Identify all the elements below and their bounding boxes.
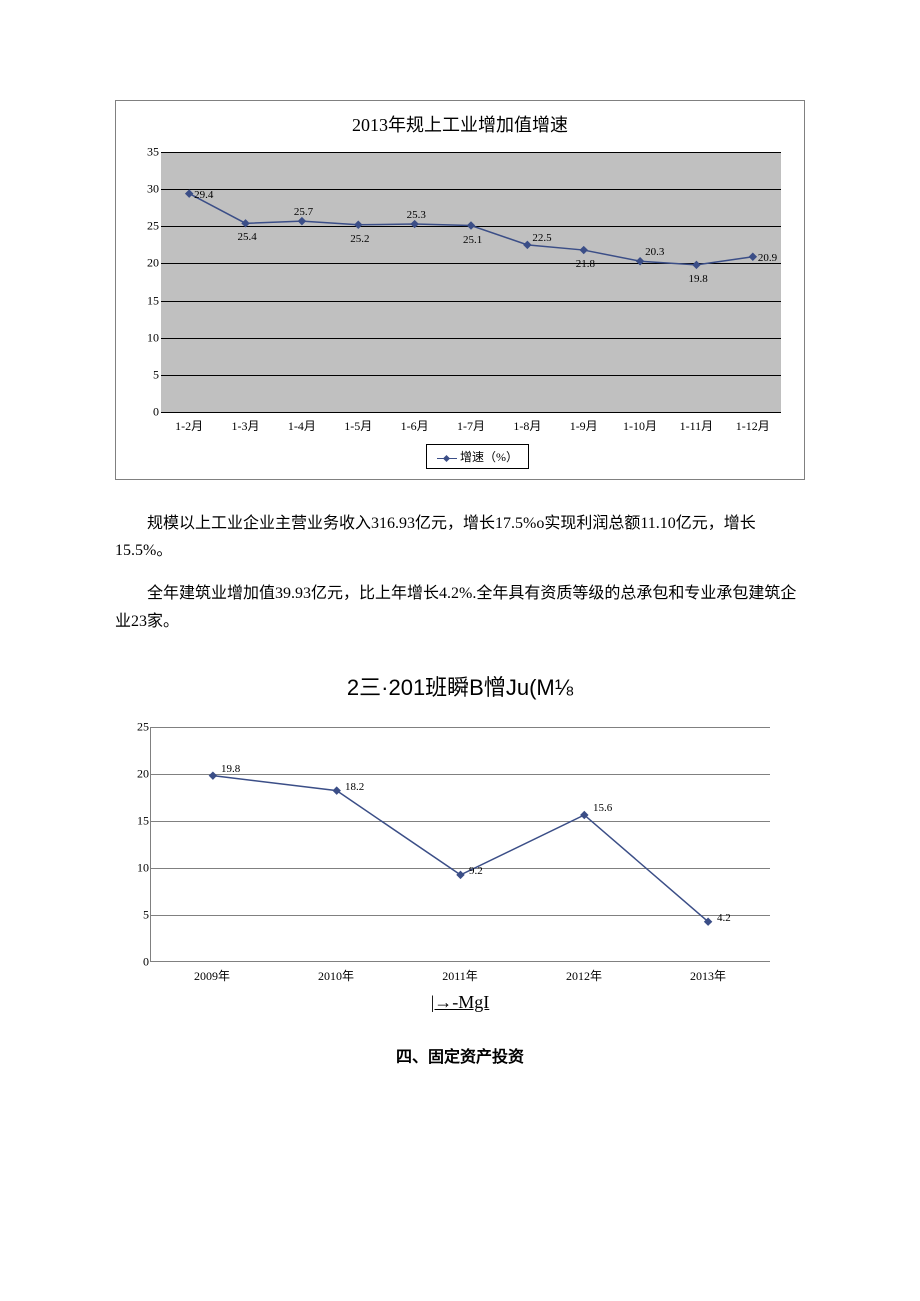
data-point-label: 25.2 <box>350 233 369 245</box>
x-tick-label: 1-4月 <box>274 417 330 434</box>
y-tick-label: 5 <box>131 367 159 382</box>
data-point-label: 19.8 <box>688 273 707 285</box>
chart2-container: 0510152025 19.818.29.215.64.2 2009年2010年… <box>115 727 805 984</box>
y-tick-label: 10 <box>131 330 159 345</box>
y-tick-label: 25 <box>131 219 159 234</box>
x-tick-label: 1-10月 <box>612 417 668 434</box>
x-tick-label: 2011年 <box>398 967 522 984</box>
paragraph-2: 全年建筑业增加值39.93亿元，比上年增长4.2%.全年具有资质等级的总承包和专… <box>115 580 805 634</box>
y-tick-label: 20 <box>121 766 149 781</box>
section-heading: 四、固定资产投资 <box>115 1043 805 1067</box>
y-tick-label: 30 <box>131 182 159 197</box>
x-tick-label: 1-5月 <box>330 417 386 434</box>
x-tick-label: 2012年 <box>522 967 646 984</box>
chart2-line-svg <box>151 727 770 961</box>
data-point-label: 4.2 <box>717 912 731 924</box>
data-point-label: 25.1 <box>463 234 482 246</box>
chart1-y-axis: 05101520253035 <box>131 152 159 412</box>
x-tick-label: 1-7月 <box>443 417 499 434</box>
paragraph-1: 规模以上工业企业主营业务收入316.93亿元，增长17.5%o实现利润总额11.… <box>115 510 805 564</box>
x-tick-label: 2010年 <box>274 967 398 984</box>
data-point-label: 9.2 <box>469 865 483 877</box>
chart1-legend: 增速（%） <box>426 444 529 469</box>
data-point-label: 25.7 <box>294 206 313 218</box>
gridline <box>161 412 781 413</box>
x-tick-label: 1-6月 <box>386 417 442 434</box>
y-tick-label: 15 <box>121 813 149 828</box>
chart1-container: 2013年规上工业增加值增速 0 5 10 15 20 25 30 35 29.4 25.4 25… <box>115 100 805 480</box>
data-point-label: 20.3 <box>645 246 664 258</box>
chart2-legend-label: |→-MgI <box>115 992 805 1013</box>
chart1-title: 2013年规上工业增加值增速 <box>126 111 794 137</box>
data-point-label: 29.4 <box>194 189 213 201</box>
y-tick-label: 25 <box>121 719 149 734</box>
x-tick-label: 1-8月 <box>499 417 555 434</box>
y-tick-label: 20 <box>131 256 159 271</box>
y-tick-label: 5 <box>121 907 149 922</box>
data-point-label: 22.5 <box>532 232 551 244</box>
y-tick-label: 0 <box>131 405 159 420</box>
x-tick-label: 2013年 <box>646 967 770 984</box>
y-tick-label: 35 <box>131 145 159 160</box>
y-tick-label: 10 <box>121 860 149 875</box>
y-tick-label: 0 <box>121 954 149 969</box>
data-point-label: 19.8 <box>221 763 240 775</box>
chart2-x-axis: 2009年2010年2011年2012年2013年 <box>150 967 770 984</box>
x-tick-label: 1-2月 <box>161 417 217 434</box>
chart2-title: 2三·201班瞬B憎Ju(M⅛ <box>115 670 805 702</box>
chart1-legend-marker <box>437 458 457 459</box>
chart1-plot-area: 05101520253035 29.425.425.725.225.325.12… <box>161 152 781 412</box>
chart2-y-axis: 0510152025 <box>121 727 149 961</box>
data-point-label: 18.2 <box>345 781 364 793</box>
x-tick-label: 1-3月 <box>217 417 273 434</box>
data-point-label: 21.8 <box>576 258 595 270</box>
data-point-label: 25.3 <box>407 209 426 221</box>
data-point-label: 25.4 <box>238 231 257 243</box>
chart2-plot-area: 0510152025 19.818.29.215.64.2 <box>150 727 770 962</box>
data-point-label: 15.6 <box>593 802 612 814</box>
chart1-legend-label: 增速（%） <box>460 450 518 464</box>
data-point-label: 20.9 <box>758 252 777 264</box>
y-tick-label: 15 <box>131 293 159 308</box>
chart1-x-axis: 1-2月1-3月1-4月1-5月1-6月1-7月1-8月1-9月1-10月1-1… <box>161 417 781 434</box>
x-tick-label: 1-12月 <box>725 417 781 434</box>
x-tick-label: 1-11月 <box>668 417 724 434</box>
chart1-legend-wrap: 增速（%） <box>161 434 794 469</box>
x-tick-label: 1-9月 <box>556 417 612 434</box>
x-tick-label: 2009年 <box>150 967 274 984</box>
